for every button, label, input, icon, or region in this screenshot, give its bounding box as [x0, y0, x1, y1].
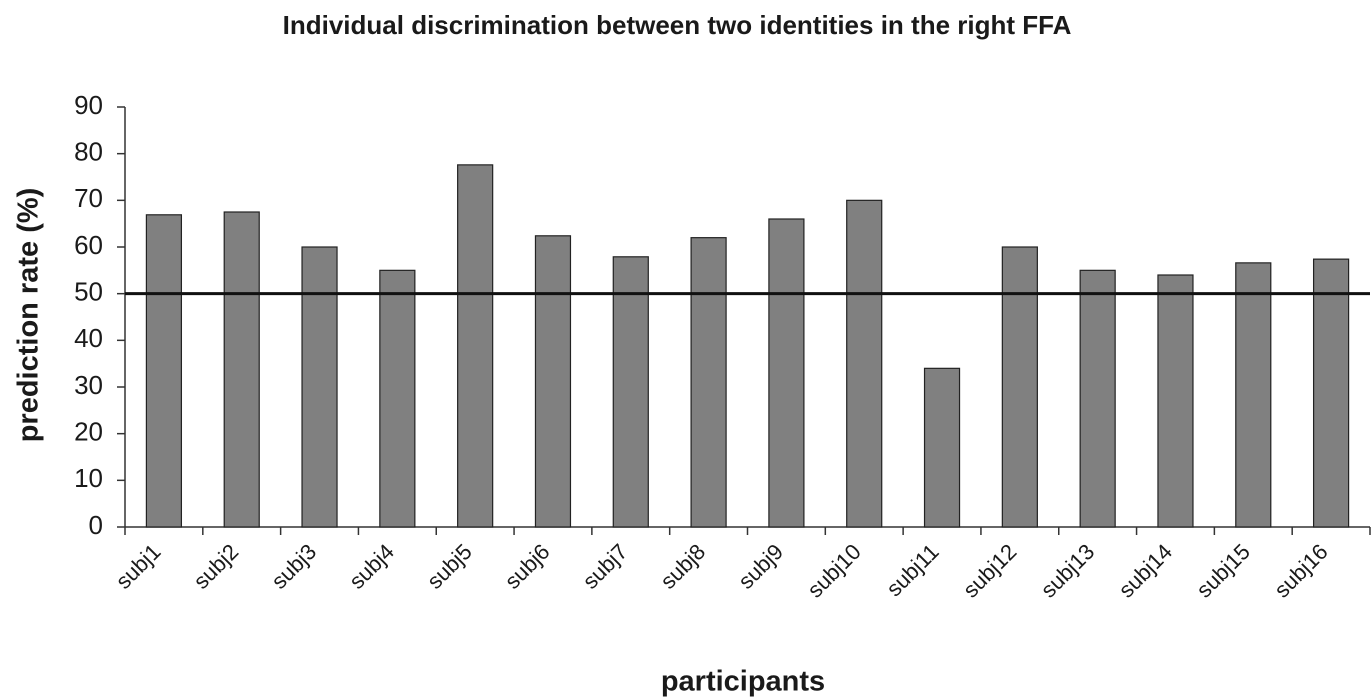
bar — [1235, 262, 1272, 528]
bar — [223, 211, 260, 528]
y-tick-label: 0 — [89, 510, 103, 540]
x-tick-label: subj5 — [422, 539, 477, 594]
bar — [1001, 246, 1038, 528]
bar — [379, 269, 416, 528]
x-tick-label: subj10 — [802, 539, 866, 603]
y-tick-label: 20 — [74, 417, 103, 447]
y-tick-label: 50 — [74, 277, 103, 307]
bar — [612, 256, 649, 528]
x-tick-label: subj8 — [655, 539, 710, 594]
x-tick-label: subj15 — [1191, 539, 1255, 603]
y-tick-label: 40 — [74, 323, 103, 353]
x-tick-label: subj3 — [266, 539, 321, 594]
bar — [1157, 274, 1194, 528]
bar — [1079, 269, 1116, 528]
x-tick-label: subj11 — [881, 539, 943, 601]
y-axis-label: prediction rate (%) — [13, 188, 45, 443]
x-tick-label: subj13 — [1036, 539, 1100, 603]
x-tick-label: subj4 — [344, 539, 399, 594]
bar — [457, 164, 494, 528]
chart-title: Individual discrimination between two id… — [283, 10, 1072, 40]
y-tick-label: 10 — [74, 463, 103, 493]
x-tick-label: subj1 — [111, 539, 166, 594]
bar — [846, 199, 883, 528]
y-tick-label: 80 — [74, 137, 103, 167]
bar — [768, 218, 805, 528]
bar — [534, 235, 572, 528]
bar — [923, 367, 961, 528]
x-axis-label: participants — [661, 666, 825, 698]
x-tick-label: subj9 — [733, 539, 788, 594]
y-tick-label: 30 — [74, 370, 103, 400]
x-tick-label: subj7 — [578, 539, 633, 594]
x-tick-label: subj12 — [958, 539, 1022, 603]
bar — [301, 246, 338, 528]
y-tick-label: 70 — [74, 183, 103, 213]
x-tick-label: subj2 — [188, 539, 243, 594]
bar — [145, 214, 183, 528]
bar — [1312, 258, 1350, 528]
y-tick-label: 90 — [74, 90, 103, 120]
x-tick-label: subj14 — [1114, 539, 1178, 603]
x-tick-label: subj16 — [1269, 539, 1333, 603]
y-tick-label: 60 — [74, 230, 103, 260]
bar — [690, 237, 727, 528]
x-tick-label: subj6 — [500, 539, 555, 594]
